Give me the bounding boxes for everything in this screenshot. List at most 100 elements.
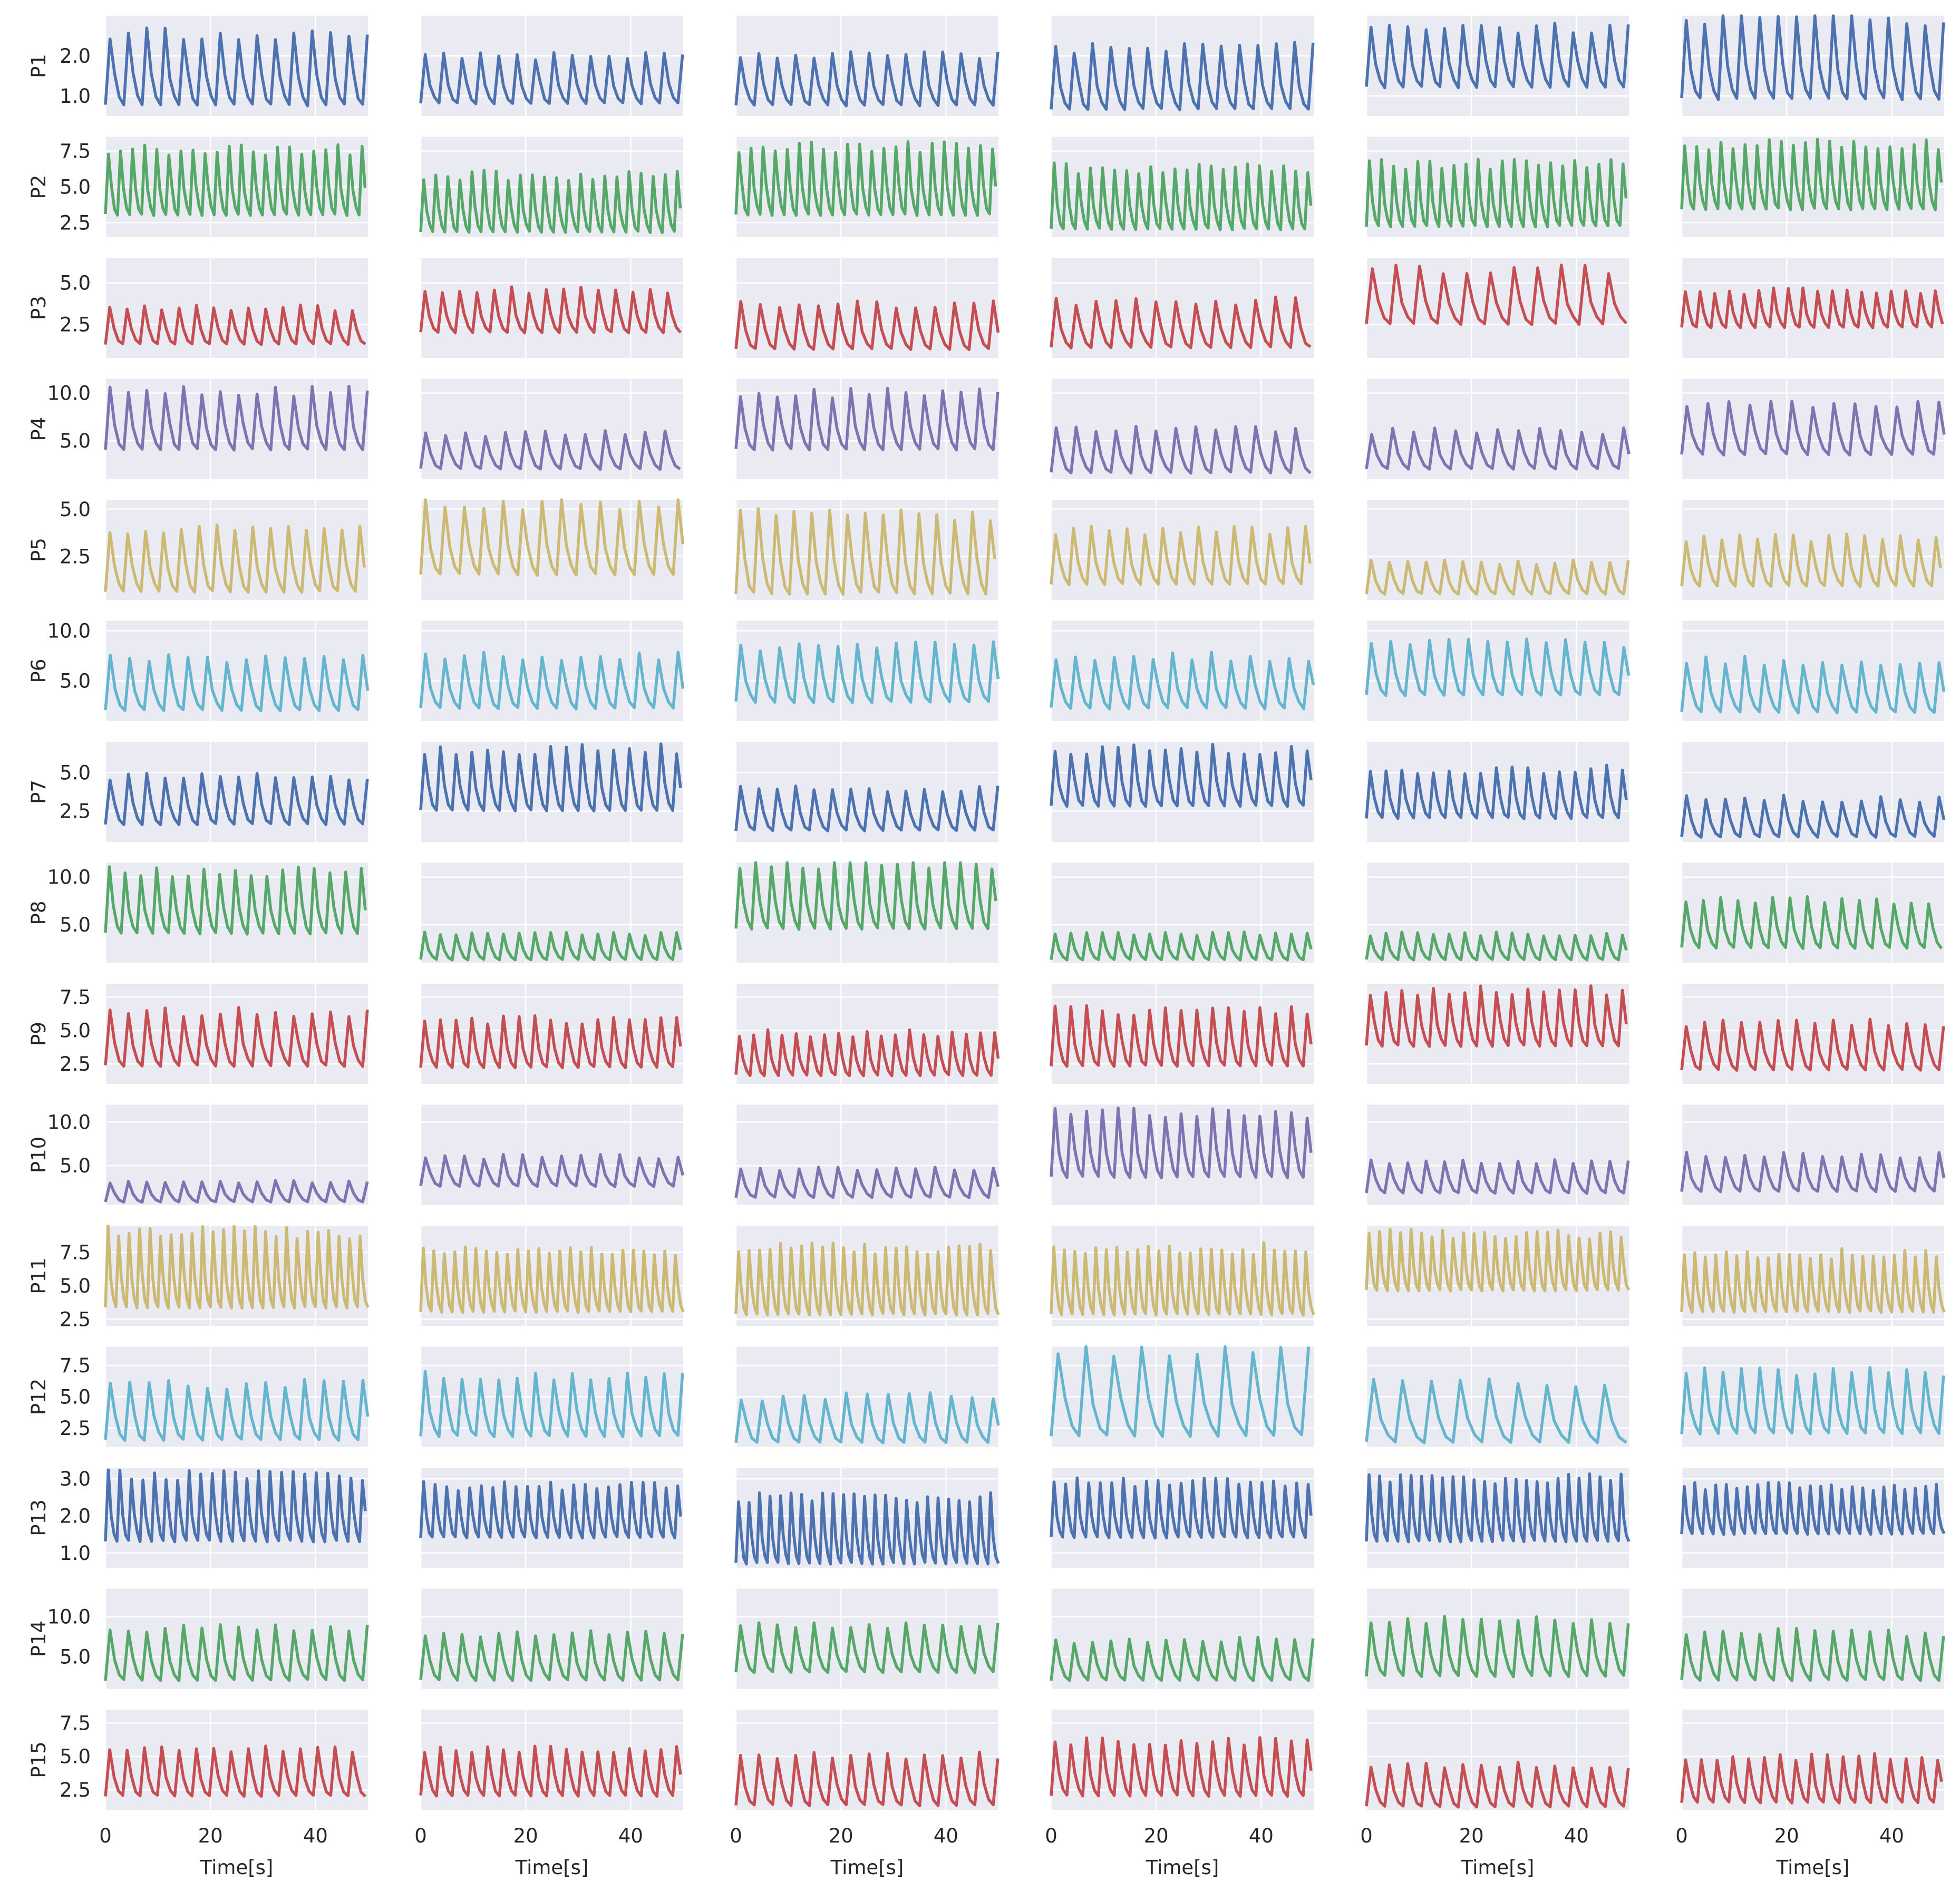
row-label: P14 [27,1621,50,1657]
series-line-p9-c5 [1365,984,1628,1048]
series-line-p6-c5 [1365,637,1631,697]
series-line-p7-c4 [1050,743,1313,808]
series-line-p10-c3 [734,1166,1000,1199]
series-line-p14-c2 [419,1629,684,1682]
y-tick-label: 7.5 [60,140,91,163]
y-tick-label: 5.0 [60,1385,91,1408]
series-line-p8-c2 [419,930,682,962]
y-tick-label: 10.0 [47,619,91,642]
series-line-p5-c1 [104,523,366,594]
x-tick-label: 0 [99,1825,112,1847]
y-tick-label: 10.0 [47,866,91,889]
series-line-p1-c2 [419,51,684,105]
y-tick-label: 2.5 [60,545,91,568]
series-line-p8-c5 [1365,930,1628,962]
series-line-p6-c6 [1680,654,1946,714]
series-line-p10-c1 [104,1179,369,1204]
y-tick-label: 10.0 [47,382,91,405]
series-line-p15-c1 [104,1744,366,1798]
series-line-p7-c3 [734,784,1000,832]
x-axis-label: Time[s] [830,1856,904,1879]
series-line-p12-c3 [734,1391,1000,1444]
panel-p9-c4 [1051,984,1314,1084]
series-line-p15-c5 [1365,1760,1630,1809]
panel-p14-c4 [1051,1588,1314,1689]
series-line-p15-c6 [1680,1752,1943,1805]
x-tick-label: 20 [513,1825,538,1847]
series-line-p4-c6 [1680,400,1946,457]
x-axis-label: Time[s] [1146,1856,1219,1879]
row-label: P2 [27,175,50,199]
y-tick-label: 2.5 [60,800,91,822]
y-tick-label: 2.5 [60,1308,91,1331]
series-line-p13-c5 [1365,1472,1631,1544]
x-axis-label: Time[s] [1776,1856,1850,1879]
y-tick-label: 2.5 [60,314,91,336]
series-line-p12-c6 [1680,1366,1945,1436]
x-tick-label: 0 [414,1825,427,1847]
y-tick-label: 5.0 [60,1155,91,1177]
series-line-p3-c1 [104,303,366,346]
row-label: P12 [27,1379,50,1415]
series-line-p15-c4 [1050,1736,1313,1798]
series-line-p10-c6 [1680,1151,1946,1194]
row-label: P13 [27,1499,50,1536]
series-line-p7-c1 [104,772,369,827]
panel-p7-c3 [736,742,998,842]
y-tick-label: 2.5 [60,1053,91,1075]
series-line-p3-c6 [1680,286,1944,329]
series-line-p3-c2 [419,285,682,335]
y-tick-label: 10.0 [47,1606,91,1628]
row-label: P5 [27,538,50,562]
series-line-p6-c1 [104,653,370,713]
series-line-p7-c5 [1365,763,1628,820]
series-line-p8-c1 [104,865,367,936]
x-tick-label: 40 [1249,1825,1274,1847]
series-line-p3-c4 [1050,295,1312,350]
row-label: P6 [27,659,50,683]
series-line-p14-c5 [1365,1615,1630,1679]
series-line-p4-c4 [1050,424,1312,475]
series-line-p10-c5 [1365,1158,1630,1195]
panel-p8-c4 [1051,862,1314,963]
panel-p8-c2 [421,862,683,963]
row-label: P3 [27,296,50,320]
series-line-p12-c4 [1050,1345,1311,1438]
y-tick-label: 5.0 [60,1020,91,1042]
series-line-p15-c3 [734,1750,1000,1808]
series-line-p14-c1 [104,1623,369,1682]
series-line-p12-c2 [419,1370,684,1439]
y-tick-label: 5.0 [60,271,91,294]
series-line-p2-c3 [734,140,997,217]
panel-p3-c1 [105,258,368,358]
series-line-p13-c2 [419,1480,682,1540]
panel-p15-c1 [105,1710,368,1810]
x-tick-label: 0 [1360,1825,1373,1847]
y-tick-label: 10.0 [47,1111,91,1133]
series-line-p11-c3 [734,1242,1000,1317]
panel-p6-c3 [736,620,998,721]
series-line-p4-c5 [1365,426,1631,471]
series-line-p8-c4 [1050,930,1313,962]
panel-p4-c6 [1682,379,1944,479]
series-line-p9-c1 [104,1006,369,1068]
series-line-p6-c2 [419,651,685,711]
y-tick-label: 5.0 [60,761,91,784]
series-line-p7-c6 [1680,793,1946,839]
y-tick-label: 1.0 [60,85,91,108]
series-line-p14-c3 [734,1621,1000,1674]
series-line-p12-c1 [104,1378,370,1442]
series-line-p8-c6 [1680,895,1943,950]
series-line-p6-c4 [1050,651,1315,711]
series-line-p5-c6 [1680,532,1942,588]
x-tick-label: 20 [198,1825,223,1847]
y-tick-label: 2.0 [60,1505,91,1527]
series-line-p11-c5 [1365,1227,1631,1293]
series-line-p5-c2 [419,498,685,577]
panel-p8-c5 [1366,862,1629,963]
x-axis-label: Time[s] [200,1856,274,1879]
row-label: P7 [27,780,50,804]
y-tick-label: 7.5 [60,1712,91,1734]
series-line-p5-c5 [1365,558,1630,596]
